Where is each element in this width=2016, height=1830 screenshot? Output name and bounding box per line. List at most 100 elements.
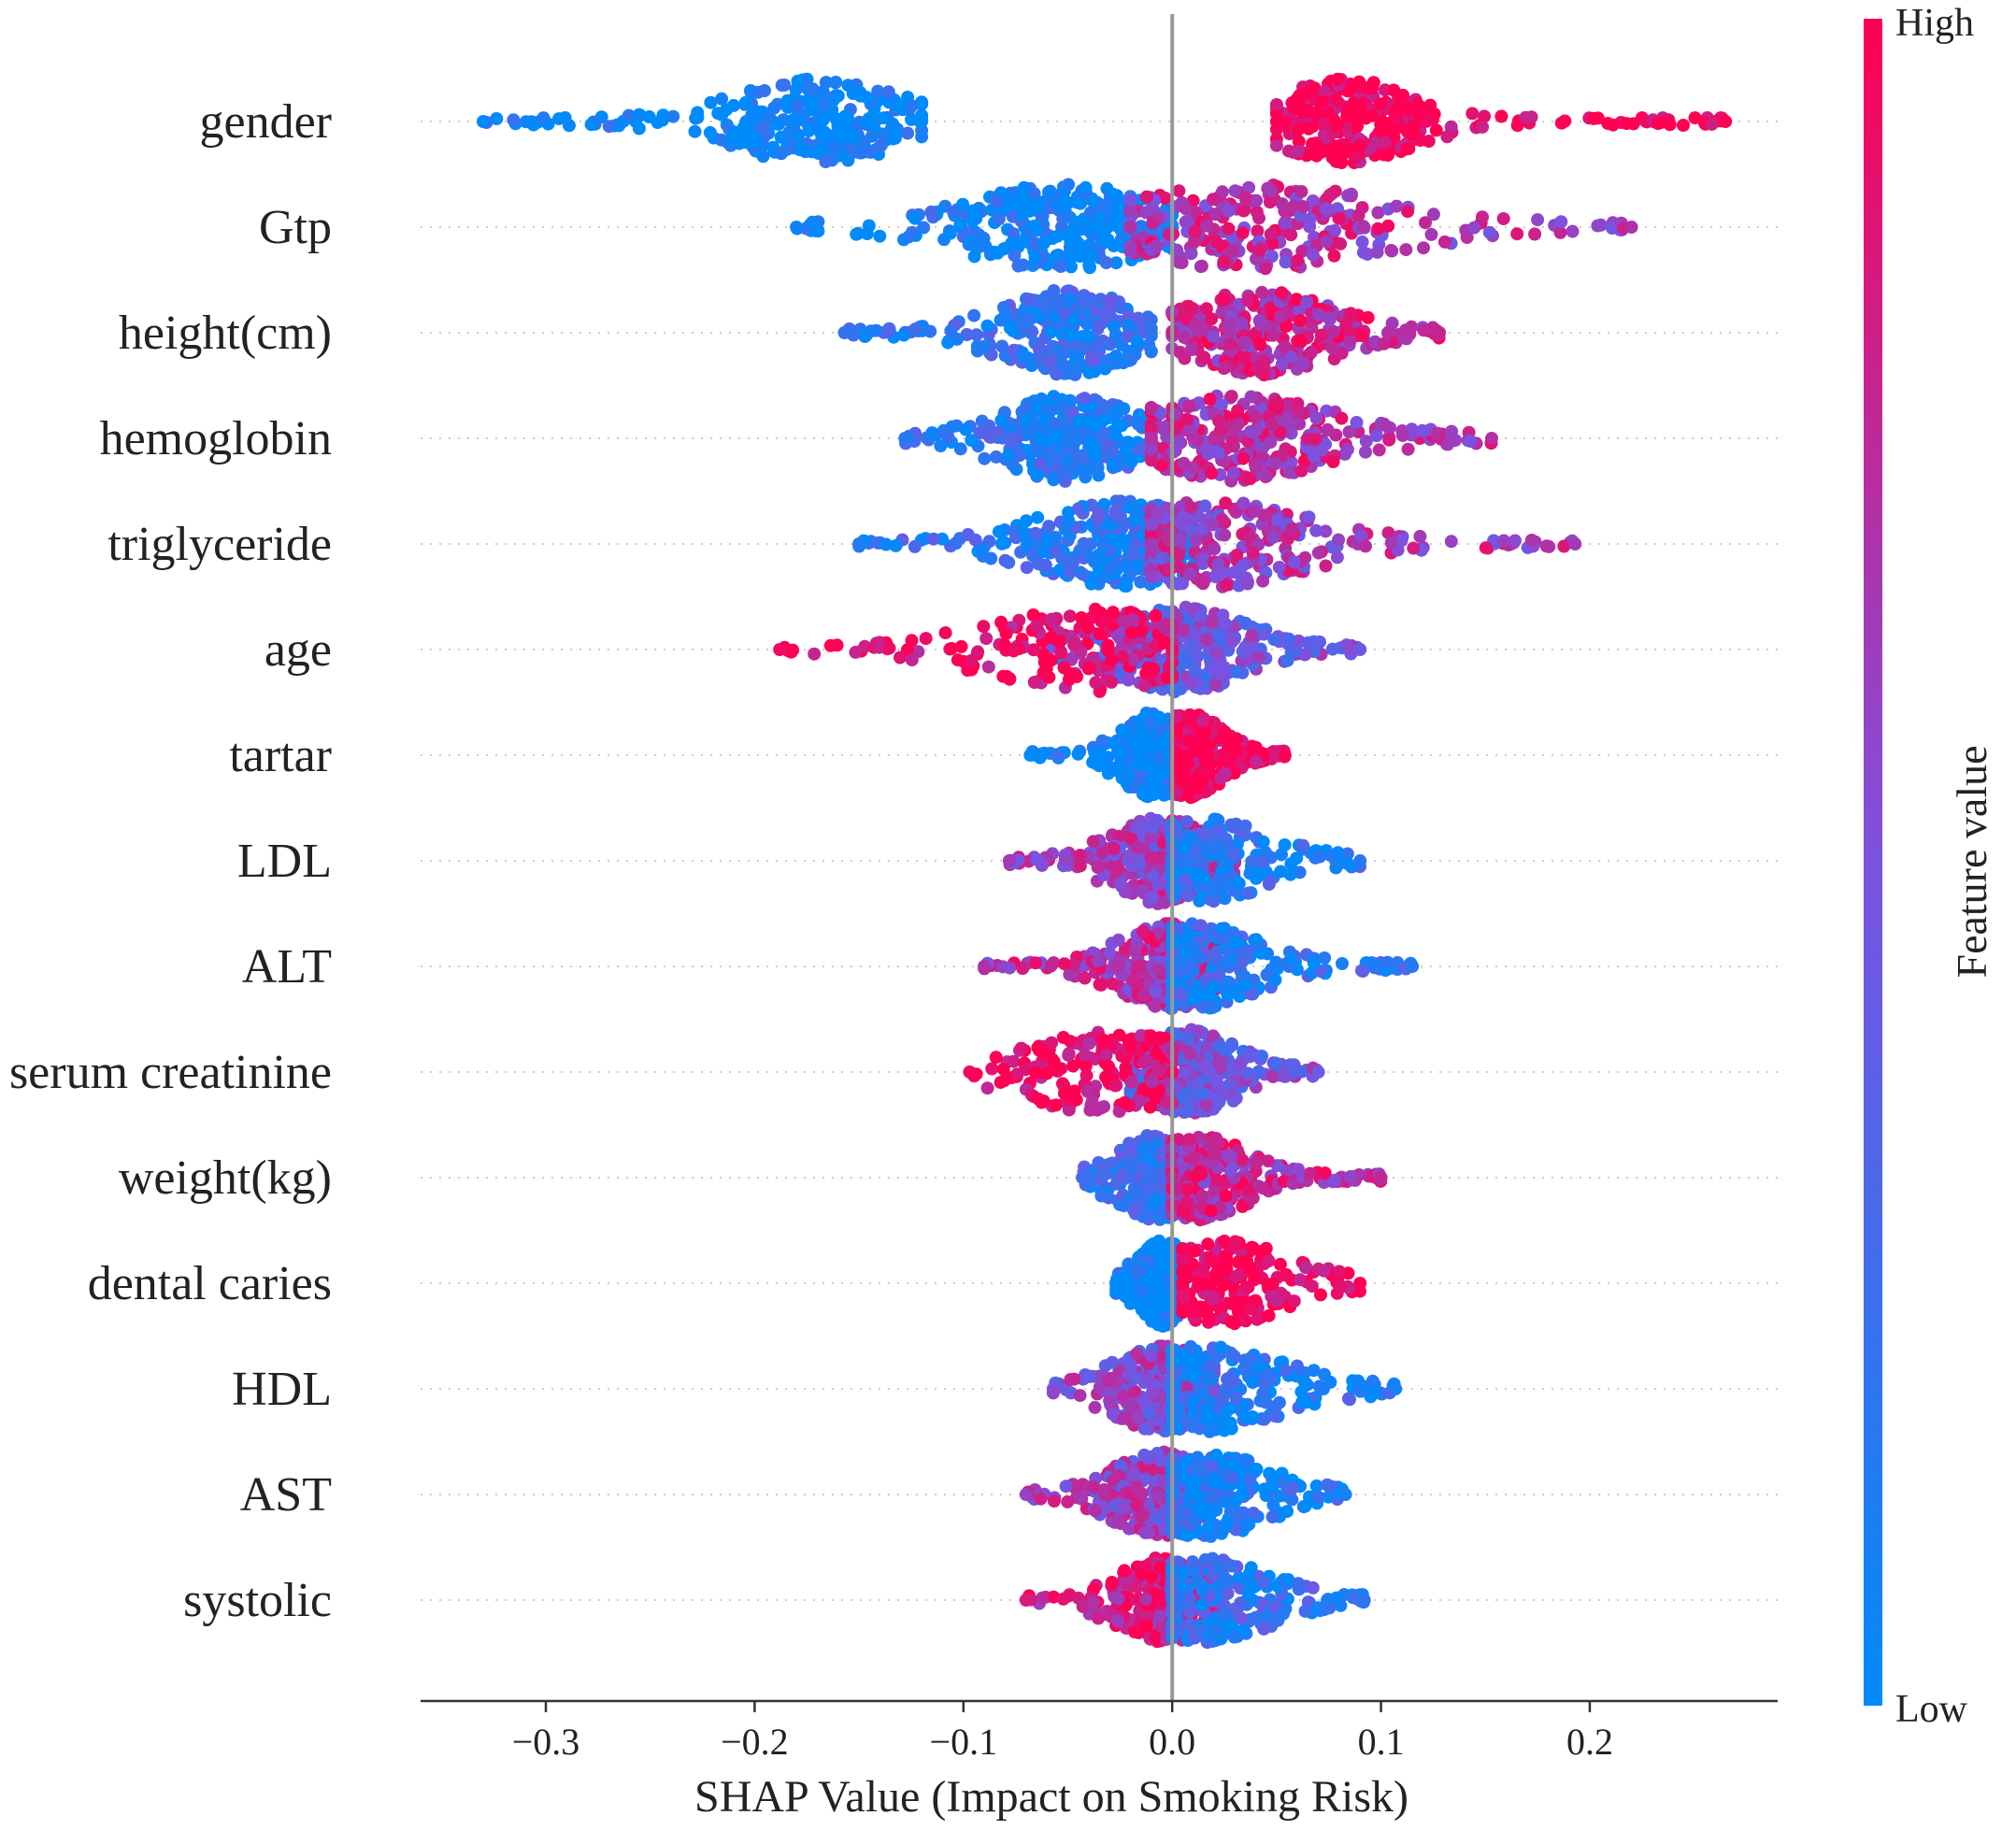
shap-point: [1114, 494, 1128, 508]
shap-point: [1084, 577, 1098, 591]
shap-point: [1001, 449, 1015, 463]
shap-point: [1210, 646, 1223, 660]
shap-point: [1496, 212, 1510, 225]
shap-point: [1253, 243, 1266, 257]
shap-point: [1055, 356, 1069, 370]
shap-point: [1241, 293, 1255, 307]
shap-point: [1251, 361, 1265, 375]
shap-point: [1051, 431, 1065, 444]
shap-point: [1401, 442, 1415, 456]
shap-point: [1064, 250, 1077, 264]
shap-point: [1107, 187, 1120, 201]
shap-point: [1145, 890, 1159, 904]
shap-point: [1379, 136, 1392, 150]
shap-point: [982, 535, 996, 549]
shap-point: [919, 632, 933, 646]
shap-point: [1382, 430, 1396, 444]
shap-point: [1236, 226, 1250, 240]
shap-point: [1265, 417, 1279, 431]
shap-point: [1029, 444, 1043, 458]
shap-point: [864, 145, 878, 159]
shap-point: [1216, 608, 1230, 622]
shap-point: [1172, 184, 1186, 198]
shap-point: [1243, 425, 1257, 438]
shap-point: [1238, 336, 1251, 350]
shap-point: [1096, 427, 1110, 441]
shap-point: [1065, 405, 1079, 419]
shap-point: [1022, 293, 1037, 307]
shap-point: [882, 641, 896, 655]
shap-point: [1144, 453, 1158, 467]
shap-point: [1213, 423, 1227, 437]
shap-point: [1189, 534, 1203, 548]
shap-point-extreme: [852, 537, 866, 550]
shap-point: [1122, 673, 1136, 687]
shap-point: [1083, 206, 1097, 220]
shap-point: [1245, 629, 1259, 643]
shap-point: [1083, 261, 1096, 275]
shap-point: [1146, 216, 1160, 230]
shap-point: [1553, 225, 1567, 239]
shap-point: [1178, 351, 1192, 365]
shap-point: [1359, 435, 1373, 449]
shap-point: [1094, 211, 1108, 225]
shap-point: [1068, 219, 1081, 233]
shap-point: [1412, 107, 1426, 122]
shap-point: [1220, 578, 1234, 592]
shap-point: [1092, 954, 1105, 968]
shap-point: [979, 632, 994, 646]
shap-point: [1343, 335, 1357, 349]
shap-point: [1377, 417, 1391, 431]
shap-point: [1071, 349, 1085, 363]
shap-point: [1344, 307, 1358, 321]
shap-point: [1081, 662, 1095, 676]
shap-point: [1222, 204, 1236, 218]
shap-point: [1033, 431, 1047, 445]
shap-point-extreme: [898, 432, 912, 445]
shap-point: [818, 125, 832, 139]
shap-point: [1407, 541, 1421, 555]
shap-point: [894, 651, 907, 665]
shap-point: [882, 323, 896, 337]
shap-point: [1025, 324, 1039, 338]
shap-point: [1393, 101, 1406, 115]
shap-point: [1466, 107, 1480, 121]
shap-point: [1390, 199, 1404, 213]
shap-point: [1065, 260, 1078, 274]
shap-point: [1252, 211, 1265, 225]
shap-point: [1087, 353, 1101, 367]
shap-point: [715, 92, 729, 106]
shap-point: [1232, 877, 1246, 891]
shap-point: [1510, 227, 1524, 241]
shap-point: [829, 89, 843, 103]
shap-point: [915, 95, 929, 109]
shap-point: [1225, 635, 1239, 649]
shap-point-extreme: [915, 115, 929, 128]
shap-point: [1272, 561, 1286, 574]
shap-point: [1208, 844, 1222, 858]
shap-point: [1092, 860, 1106, 874]
shap-point: [924, 205, 938, 219]
shap-point: [1296, 356, 1310, 370]
shap-point: [1355, 235, 1369, 249]
shap-point: [1044, 959, 1058, 973]
shap-point: [1092, 319, 1106, 333]
shap-point: [1497, 534, 1510, 548]
shap-point: [1341, 84, 1355, 98]
shap-point: [1237, 451, 1251, 465]
shap-point: [1302, 122, 1316, 136]
shap-point: [775, 79, 789, 93]
shap-point: [1177, 456, 1191, 470]
shap-point: [990, 194, 1004, 208]
shap-point: [1020, 561, 1034, 575]
shap-point: [1371, 222, 1385, 236]
shap-point: [1150, 239, 1164, 253]
shap-point: [1309, 523, 1323, 537]
shap-point-extreme: [1719, 115, 1733, 128]
shap-point: [1123, 203, 1137, 217]
shap-point: [1194, 609, 1208, 623]
shap-point: [1126, 546, 1140, 560]
shap-point: [1181, 299, 1195, 313]
shap-point: [816, 113, 830, 127]
shap-point: [1117, 614, 1131, 628]
